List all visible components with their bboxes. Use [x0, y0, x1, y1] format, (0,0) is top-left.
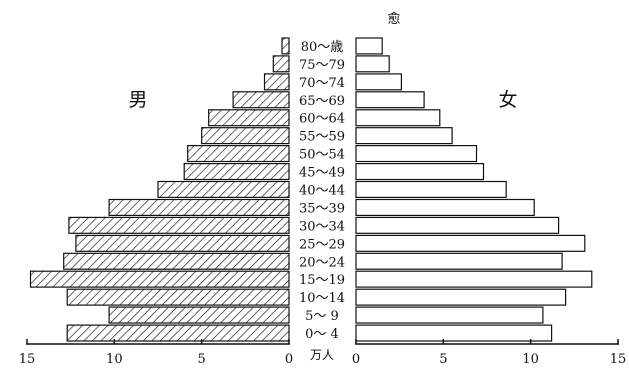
x-tick-label: 15 [610, 352, 627, 367]
male-bar [281, 37, 290, 55]
male-bar [108, 306, 290, 324]
age-group-label: 0～ 4 [305, 327, 339, 342]
age-group-label: 55～59 [299, 130, 345, 145]
x-tick-label: 15 [19, 352, 36, 367]
female-legend-label: 女 [498, 89, 517, 111]
male-bars [29, 37, 290, 342]
x-tick-label: 5 [439, 352, 447, 367]
age-group-label: 70～74 [299, 76, 345, 91]
female-bar [355, 91, 425, 109]
male-bar [63, 252, 290, 270]
age-group-label: 15～19 [299, 273, 345, 288]
male-bar [66, 324, 290, 342]
age-group-label: 75～79 [299, 58, 345, 73]
male-bar [208, 109, 290, 127]
female-bar [355, 109, 441, 127]
x-tick-label: 5 [198, 352, 206, 367]
male-bar [201, 127, 290, 145]
male-bar [187, 145, 290, 163]
age-group-labels: 80～歳 75～79 70～74 65～69 60～64 55～59 50～54 45～49 4… [299, 40, 345, 342]
female-bar [355, 288, 567, 306]
age-group-label: 30～34 [299, 219, 345, 234]
female-bar [355, 198, 535, 216]
female-bar [355, 180, 507, 198]
unit-label: 万人 [310, 348, 334, 362]
male-bar [272, 55, 290, 73]
male-bar [232, 91, 290, 109]
x-tick-label: 10 [522, 352, 539, 367]
age-group-label: 5～ 9 [305, 309, 339, 324]
female-bars [355, 37, 593, 342]
male-legend-label: 男 [128, 89, 147, 111]
male-bar [75, 234, 290, 252]
age-group-label: 10～14 [299, 291, 345, 306]
x-tick-label: 0 [352, 352, 360, 367]
age-group-label: 40～44 [299, 184, 345, 199]
x-tick-label: 0 [285, 352, 293, 367]
top-mark: 愈 [387, 12, 400, 27]
age-group-label: 65～69 [299, 94, 345, 109]
male-bar [263, 73, 290, 91]
male-bar [157, 180, 290, 198]
age-group-label: 45～49 [299, 166, 345, 181]
female-bar [355, 270, 593, 288]
x-tick-label: 10 [106, 352, 123, 367]
male-bar [108, 198, 290, 216]
female-bar [355, 127, 453, 145]
female-bar [355, 163, 485, 181]
female-bar [355, 73, 403, 91]
female-bar [355, 324, 553, 342]
female-bar [355, 55, 390, 73]
age-group-label: 80～歳 [301, 40, 344, 55]
left-axis-ticks: 15 10 5 0 [19, 339, 293, 367]
male-bar [183, 163, 290, 181]
female-bar [355, 306, 544, 324]
age-group-label: 35～39 [299, 201, 345, 216]
right-axis-ticks: 0 5 10 15 [352, 339, 626, 367]
female-bar [355, 145, 478, 163]
male-bar [66, 288, 290, 306]
age-group-label: 50～54 [299, 148, 345, 163]
age-group-label: 25～29 [299, 237, 345, 252]
age-group-label: 60～64 [299, 112, 345, 127]
female-bar [355, 37, 383, 55]
male-bar [68, 216, 290, 234]
male-bar [29, 270, 290, 288]
age-group-label: 20～24 [299, 255, 345, 270]
female-bar [355, 234, 586, 252]
female-bar [355, 216, 560, 234]
female-bar [355, 252, 563, 270]
